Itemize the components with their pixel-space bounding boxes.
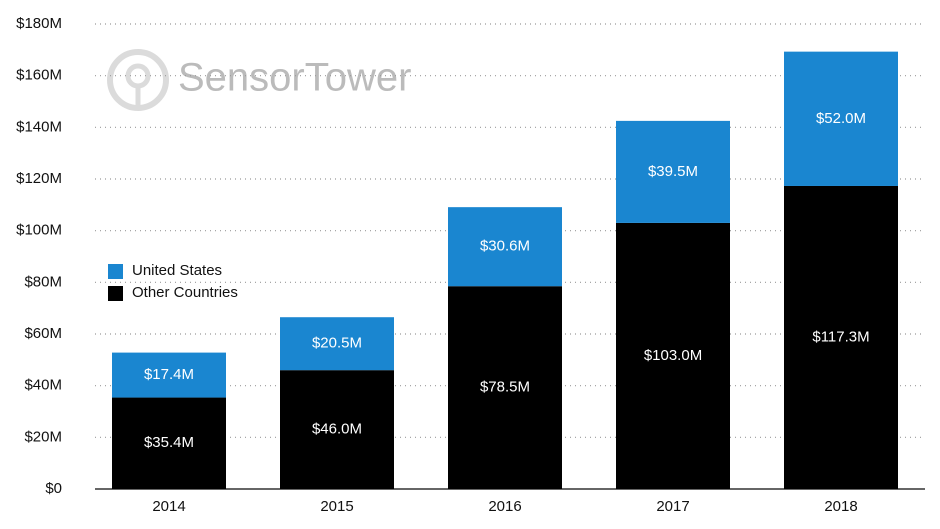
y-tick-label: $180M [16, 15, 62, 32]
value-label: $35.4M [144, 434, 194, 451]
bar-segment [448, 286, 562, 489]
x-tick-label: 2016 [488, 498, 521, 515]
y-tick-label: $0 [45, 480, 62, 497]
x-tick-label: 2017 [656, 498, 689, 515]
value-label: $39.5M [648, 163, 698, 180]
bar-segment [112, 397, 226, 489]
bar-segment [280, 370, 394, 489]
y-tick-label: $80M [24, 273, 62, 290]
x-tick-label: 2015 [320, 498, 353, 515]
y-tick-label: $60M [24, 325, 62, 342]
y-tick-label: $20M [24, 428, 62, 445]
legend-label: United States [132, 262, 222, 279]
value-label: $78.5M [480, 379, 530, 396]
y-tick-label: $100M [16, 222, 62, 239]
value-label: $30.6M [480, 238, 530, 255]
y-tick-label: $160M [16, 67, 62, 84]
value-label: $117.3M [812, 328, 869, 345]
legend-swatch [108, 286, 123, 301]
x-tick-label: 2014 [152, 498, 185, 515]
bar-segment [280, 317, 394, 371]
y-tick-label: $140M [16, 118, 62, 135]
legend-swatch [108, 264, 123, 279]
bar-segment [112, 352, 226, 398]
watermark-logo [107, 49, 169, 111]
bar-segment [784, 185, 898, 489]
value-label: $103.0M [644, 347, 702, 364]
bar-segment [616, 120, 730, 223]
value-label: $46.0M [312, 421, 362, 438]
watermark: SensorTower [178, 56, 411, 100]
y-tick-label: $120M [16, 170, 62, 187]
bar-segment [616, 222, 730, 489]
value-label: $17.4M [144, 366, 194, 383]
bar-segment [784, 51, 898, 186]
y-tick-label: $40M [24, 377, 62, 394]
legend-label: Other Countries [132, 284, 238, 301]
value-label: $52.0M [816, 110, 866, 127]
value-label: $20.5M [312, 335, 362, 352]
bar-segment [448, 207, 562, 287]
x-tick-label: 2018 [824, 498, 857, 515]
